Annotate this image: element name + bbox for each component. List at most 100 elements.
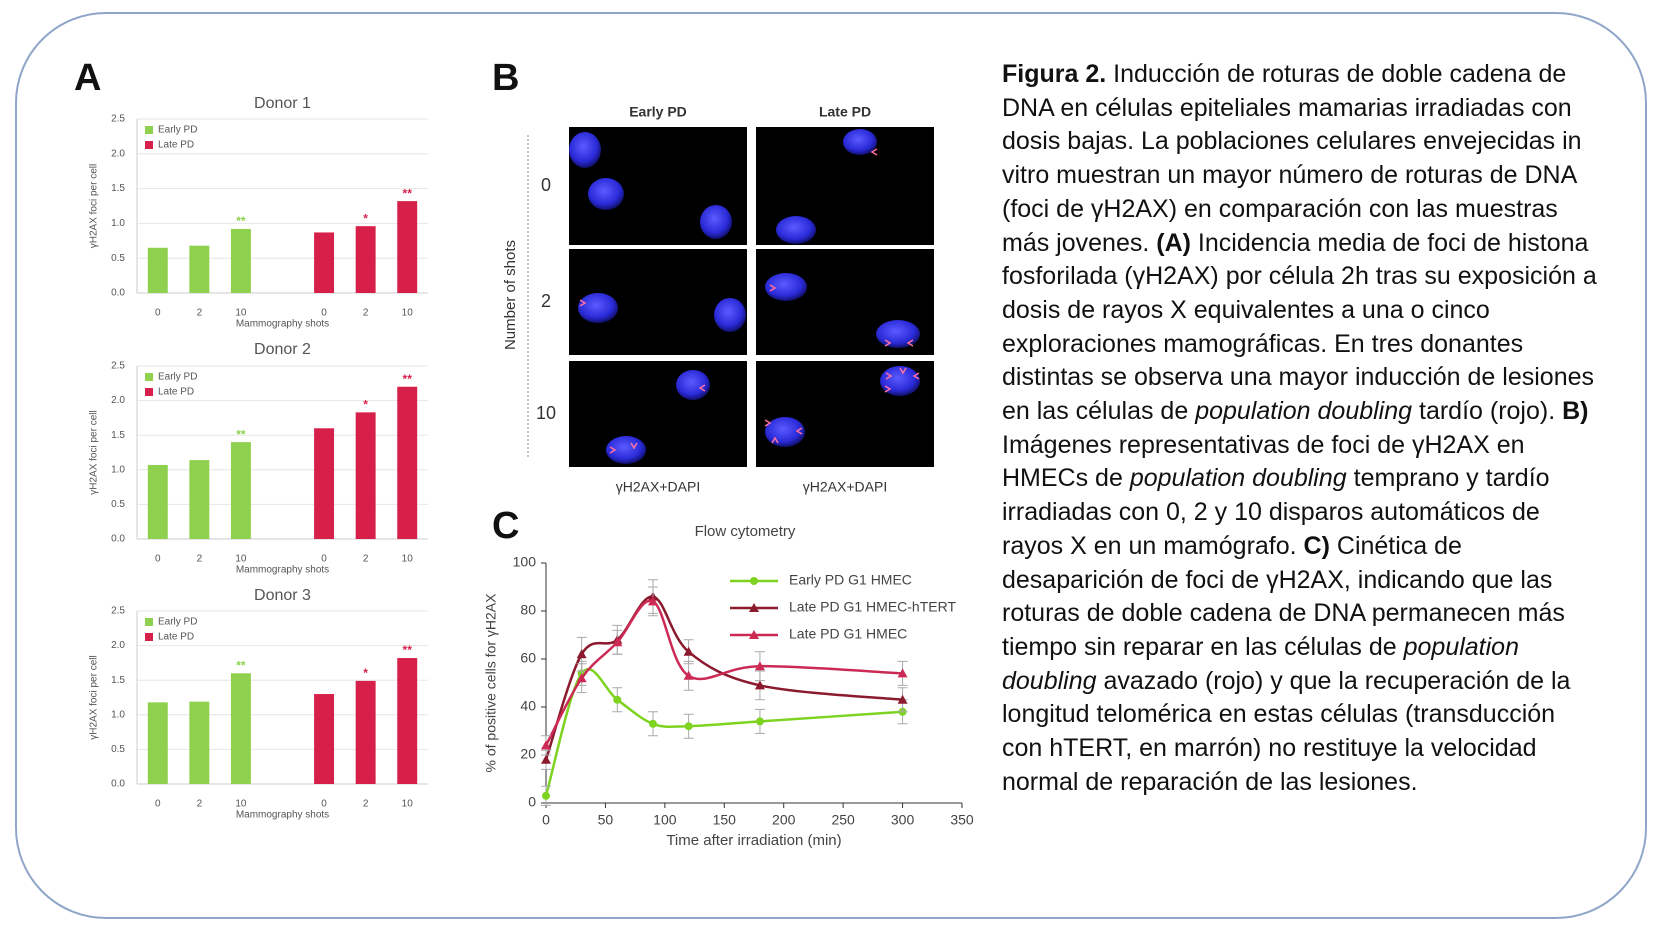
y-tick-label: 2.5 [111,114,125,125]
x-tick-label: 10 [402,799,414,810]
nucleus [776,216,816,244]
foci-arrows [579,148,920,454]
y-tick-label: 0.5 [111,253,125,264]
x-tick-label: 0 [321,554,327,565]
legend-label: Early PD [158,125,197,136]
x-tick-label: 0 [155,799,161,810]
x-tick-label: 10 [235,554,247,565]
point [749,630,759,639]
bar [189,701,210,784]
bar [230,442,251,539]
point [612,637,623,647]
x-tick-label: 10 [235,308,247,319]
caption-run: temprano y tardío irradiadas con 0, 2 y … [1002,464,1550,560]
row-axis-label: Number of shots [502,240,519,350]
y-tick-label: 2.0 [111,395,125,406]
x-tick-label: 0 [542,812,550,828]
nucleus [843,129,877,155]
x-tick-label: 0 [155,554,161,565]
significance-mark: ** [236,427,246,441]
point [749,603,759,612]
y-tick-label: 2.5 [111,361,125,372]
legend-label: Late PD [158,387,194,398]
bar [314,694,335,784]
legend-swatch [145,618,153,626]
y-tick-label: 2.0 [111,640,125,651]
caption-run: Incidencia media de foci de histona fosf… [1002,228,1597,426]
bar [397,386,418,539]
bar [230,673,251,784]
x-tick-label: 2 [197,554,203,565]
y-tick-label: 1.0 [111,709,125,720]
bar [230,228,251,293]
bar [147,247,168,293]
x-tick-label: 250 [831,812,855,828]
point [683,646,694,656]
x-tick-label: 0 [155,308,161,319]
chart-title: Donor 1 [254,95,311,112]
point [684,722,693,731]
y-tick-label: 1.5 [111,183,125,194]
x-tick-label: 50 [598,812,614,828]
x-tick-label: 150 [713,812,737,828]
point [683,670,694,680]
x-axis-label: Mammography shots [236,565,329,576]
caption-run: Figura 2. [1002,60,1107,88]
x-tick-label: 2 [363,799,369,810]
y-tick-label: 40 [520,698,536,714]
micrograph-grid [569,127,934,467]
bar [314,428,335,539]
bar [147,464,168,539]
x-tick-label: 200 [772,812,796,828]
legend-label: Late PD G1 HMEC-hTERT [789,599,956,615]
point [648,719,657,728]
nucleus [676,370,710,400]
legend-swatch [145,126,153,134]
legend-swatch [145,388,153,396]
y-tick-label: 0 [528,794,536,810]
nucleus [569,132,601,168]
bar [397,658,418,784]
x-axis-label: Time after irradiation (min) [666,832,841,849]
row-label: 2 [541,291,551,311]
bar [355,412,376,539]
nucleus [765,417,805,447]
legend-label: Early PD [158,372,197,383]
y-tick-label: 0.0 [111,779,125,790]
caption-run: tardío (rojo). [1412,397,1563,426]
x-axis-label: Mammography shots [236,810,329,821]
y-axis-label: γH2AX foci per cell [89,655,100,739]
caption-run: population doubling [1195,397,1413,426]
significance-mark: ** [403,643,413,657]
micrograph [569,361,747,467]
point [542,791,550,800]
stain-label: γH2AX+DAPI [616,479,700,495]
significance-mark: * [363,211,368,225]
row-label: 10 [536,403,556,423]
legend-swatch [145,141,153,149]
caption-run: avazado (rojo) y que la recuperación de … [1002,666,1571,796]
series-line [544,668,903,797]
y-tick-label: 1.0 [111,464,125,475]
x-tick-label: 100 [653,812,677,828]
y-axis-label: γH2AX foci per cell [89,410,100,494]
caption-run: population doubling [1002,632,1519,695]
caption-run: B) [1562,397,1589,426]
legend-label: Early PD [158,617,197,628]
panel-label: B [492,57,519,99]
chart-title: Donor 3 [254,587,311,604]
nucleus [606,436,646,464]
row-label: 0 [541,175,551,195]
legend-label: Late PD [158,140,194,151]
y-tick-label: 80 [520,602,536,618]
point [754,680,765,690]
column-label: Early PD [629,104,687,120]
y-tick-label: 0.0 [111,534,125,545]
significance-mark: ** [236,214,246,228]
x-tick-label: 0 [321,799,327,810]
point [541,740,551,750]
y-tick-label: 2.0 [111,148,125,159]
point [754,661,765,671]
caption-run: Imágenes representativas de foci de γH2A… [1002,430,1525,493]
point [613,695,622,704]
